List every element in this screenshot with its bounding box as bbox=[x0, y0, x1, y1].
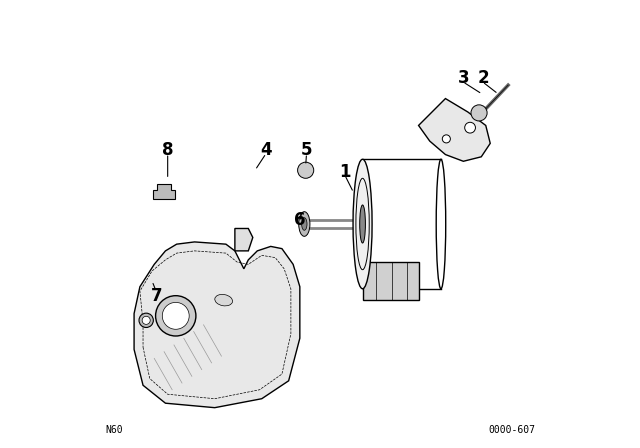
Text: 5: 5 bbox=[301, 141, 312, 159]
Text: 1: 1 bbox=[339, 164, 350, 181]
Ellipse shape bbox=[215, 294, 232, 306]
Text: 6: 6 bbox=[294, 211, 305, 228]
Text: N60: N60 bbox=[105, 425, 123, 435]
Text: 8: 8 bbox=[162, 141, 173, 159]
Polygon shape bbox=[134, 242, 300, 408]
Circle shape bbox=[471, 105, 487, 121]
Polygon shape bbox=[419, 99, 490, 161]
Circle shape bbox=[156, 296, 196, 336]
Ellipse shape bbox=[301, 218, 307, 230]
Text: 0000-607: 0000-607 bbox=[488, 425, 535, 435]
Polygon shape bbox=[153, 184, 175, 199]
Text: 2: 2 bbox=[477, 69, 490, 87]
Circle shape bbox=[298, 162, 314, 178]
Circle shape bbox=[163, 302, 189, 329]
Ellipse shape bbox=[353, 159, 372, 289]
Circle shape bbox=[442, 135, 451, 143]
Circle shape bbox=[465, 122, 476, 133]
Ellipse shape bbox=[299, 212, 310, 237]
Text: 3: 3 bbox=[458, 69, 469, 87]
Circle shape bbox=[142, 316, 150, 324]
Ellipse shape bbox=[360, 205, 365, 243]
Circle shape bbox=[139, 313, 154, 327]
Text: 7: 7 bbox=[150, 287, 163, 305]
Polygon shape bbox=[362, 262, 419, 300]
Polygon shape bbox=[235, 228, 253, 251]
Text: 4: 4 bbox=[260, 141, 272, 159]
